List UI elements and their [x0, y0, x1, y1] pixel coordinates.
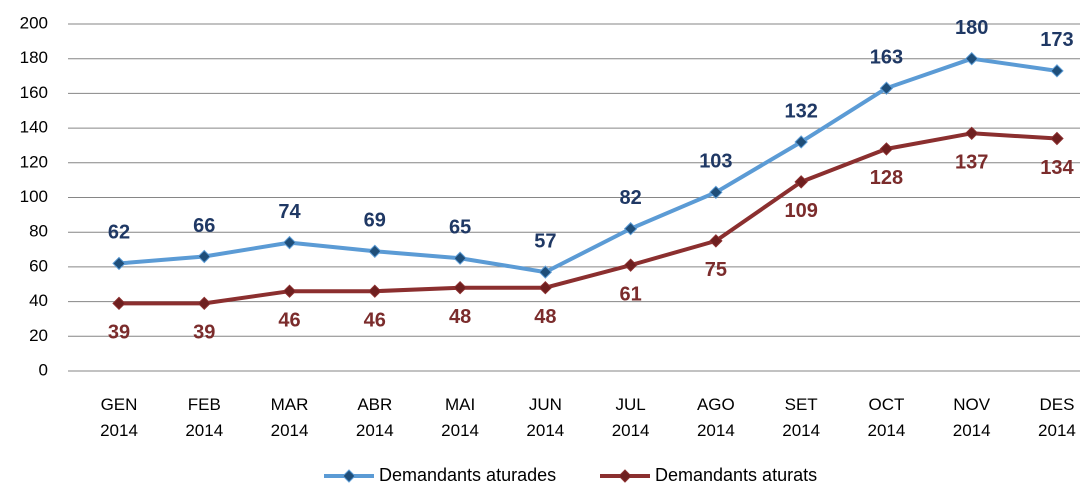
y-tick-label: 60	[29, 256, 48, 275]
legend-marker	[618, 469, 632, 483]
marker	[623, 222, 638, 236]
data-label: 132	[784, 100, 817, 122]
data-label: 69	[364, 210, 386, 232]
series-line	[119, 131, 1058, 306]
x-tick-label: MAR 2014	[270, 395, 309, 440]
data-label: 137	[955, 152, 988, 174]
data-label: 57	[534, 230, 556, 252]
marker	[1050, 64, 1064, 78]
marker	[368, 244, 382, 258]
marker	[879, 142, 894, 156]
marker	[453, 251, 467, 265]
marker	[964, 51, 979, 66]
x-tick-label: SET 2014	[782, 395, 821, 440]
legend-label: Demandants aturades	[379, 465, 557, 485]
data-label: 66	[193, 215, 215, 237]
marker	[879, 81, 894, 95]
data-label: 82	[619, 187, 641, 209]
marker	[538, 281, 553, 295]
y-tick-label: 200	[20, 13, 48, 32]
data-label: 46	[364, 309, 386, 331]
data-label: 173	[1040, 29, 1073, 51]
legend-marker	[342, 469, 356, 483]
data-label: 39	[193, 322, 215, 344]
marker	[197, 296, 211, 311]
marker	[794, 175, 808, 189]
marker	[282, 235, 297, 250]
data-label: 65	[449, 217, 471, 239]
y-tick-label: 160	[20, 83, 48, 102]
x-tick-label: NOV 2014	[952, 395, 991, 440]
marker	[709, 234, 723, 248]
marker	[709, 185, 723, 200]
marker	[794, 135, 808, 149]
x-tick-label: JUN 2014	[526, 395, 565, 440]
marker	[368, 284, 382, 298]
marker	[538, 265, 553, 279]
data-label: 128	[870, 167, 903, 189]
y-tick-label: 100	[20, 187, 48, 206]
marker	[453, 281, 467, 295]
data-label: 180	[955, 17, 988, 39]
data-label: 48	[449, 306, 471, 328]
x-tick-label: FEB 2014	[185, 395, 224, 440]
data-label: 109	[784, 200, 817, 222]
y-tick-label: 120	[20, 152, 48, 171]
marker	[112, 296, 126, 311]
data-label: 48	[534, 306, 556, 328]
x-tick-label: DES 2014	[1038, 395, 1076, 440]
data-label: 134	[1040, 157, 1074, 179]
y-tick-label: 40	[29, 291, 48, 310]
x-tick-label: JUL 2014	[611, 395, 650, 440]
marker	[1050, 131, 1064, 146]
y-tick-label: 80	[29, 222, 48, 241]
data-label: 74	[278, 201, 301, 223]
marker	[282, 284, 297, 298]
data-label: 75	[705, 259, 727, 281]
x-tick-label: OCT 2014	[867, 395, 906, 440]
x-tick-label: AGO 2014	[696, 395, 735, 440]
marker	[964, 126, 979, 141]
x-tick-label: ABR 2014	[355, 395, 394, 440]
data-label: 62	[108, 222, 130, 244]
data-label: 61	[619, 283, 641, 305]
y-tick-label: 20	[29, 326, 48, 345]
marker	[197, 249, 211, 264]
data-label: 103	[699, 151, 732, 173]
y-tick-label: 180	[20, 48, 48, 67]
y-tick-label: 0	[39, 360, 48, 379]
marker	[623, 258, 638, 272]
x-tick-label: MAI 2014	[441, 395, 479, 440]
marker	[112, 256, 126, 271]
x-tick-label: GEN 2014	[100, 395, 138, 440]
data-label: 46	[278, 309, 300, 331]
data-label: 163	[870, 46, 903, 68]
y-tick-label: 140	[20, 118, 48, 137]
data-label: 39	[108, 322, 130, 344]
legend-label: Demandants aturats	[655, 465, 818, 485]
series-line	[118, 56, 1058, 275]
